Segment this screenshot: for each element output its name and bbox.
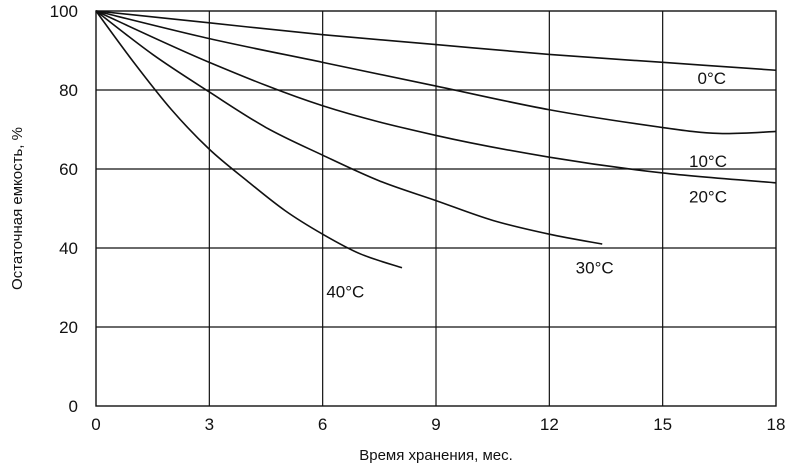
series-line (95, 10, 777, 72)
grid-lines (96, 11, 776, 406)
series-line (95, 10, 403, 269)
y-tick-label: 0 (69, 397, 78, 416)
x-axis-title: Время хранения, мес. (359, 447, 513, 464)
plot-area-frame (95, 10, 777, 407)
y-tick-label: 20 (59, 318, 78, 337)
x-tick-label: 12 (540, 415, 559, 434)
x-tick-label: 3 (205, 415, 214, 434)
tick-labels: 0 3 6 9 12 15 18 0 20 40 60 80 100 (50, 2, 786, 434)
series-line (95, 10, 603, 245)
x-tick-label: 18 (767, 415, 786, 434)
y-tick-label: 40 (59, 239, 78, 258)
x-tick-label: 9 (431, 415, 440, 434)
series-label: 30°C (576, 259, 614, 278)
y-tick-label: 100 (50, 2, 78, 21)
series-label: 20°C (689, 188, 727, 207)
y-axis-title: Остаточная емкость, % (9, 127, 26, 290)
series-line (95, 10, 777, 184)
series-label: 10°C (689, 152, 727, 171)
y-tick-label: 60 (59, 160, 78, 179)
series-label: 40°C (326, 282, 364, 301)
x-tick-label: 6 (318, 415, 327, 434)
series-labels: 0°C 10°C 20°C 30°C 40°C (326, 69, 727, 301)
series-label: 0°C (698, 69, 727, 88)
y-tick-label: 80 (59, 81, 78, 100)
x-tick-label: 0 (91, 415, 100, 434)
series-curves (95, 10, 777, 269)
x-tick-label: 15 (653, 415, 672, 434)
series-line (95, 10, 777, 135)
